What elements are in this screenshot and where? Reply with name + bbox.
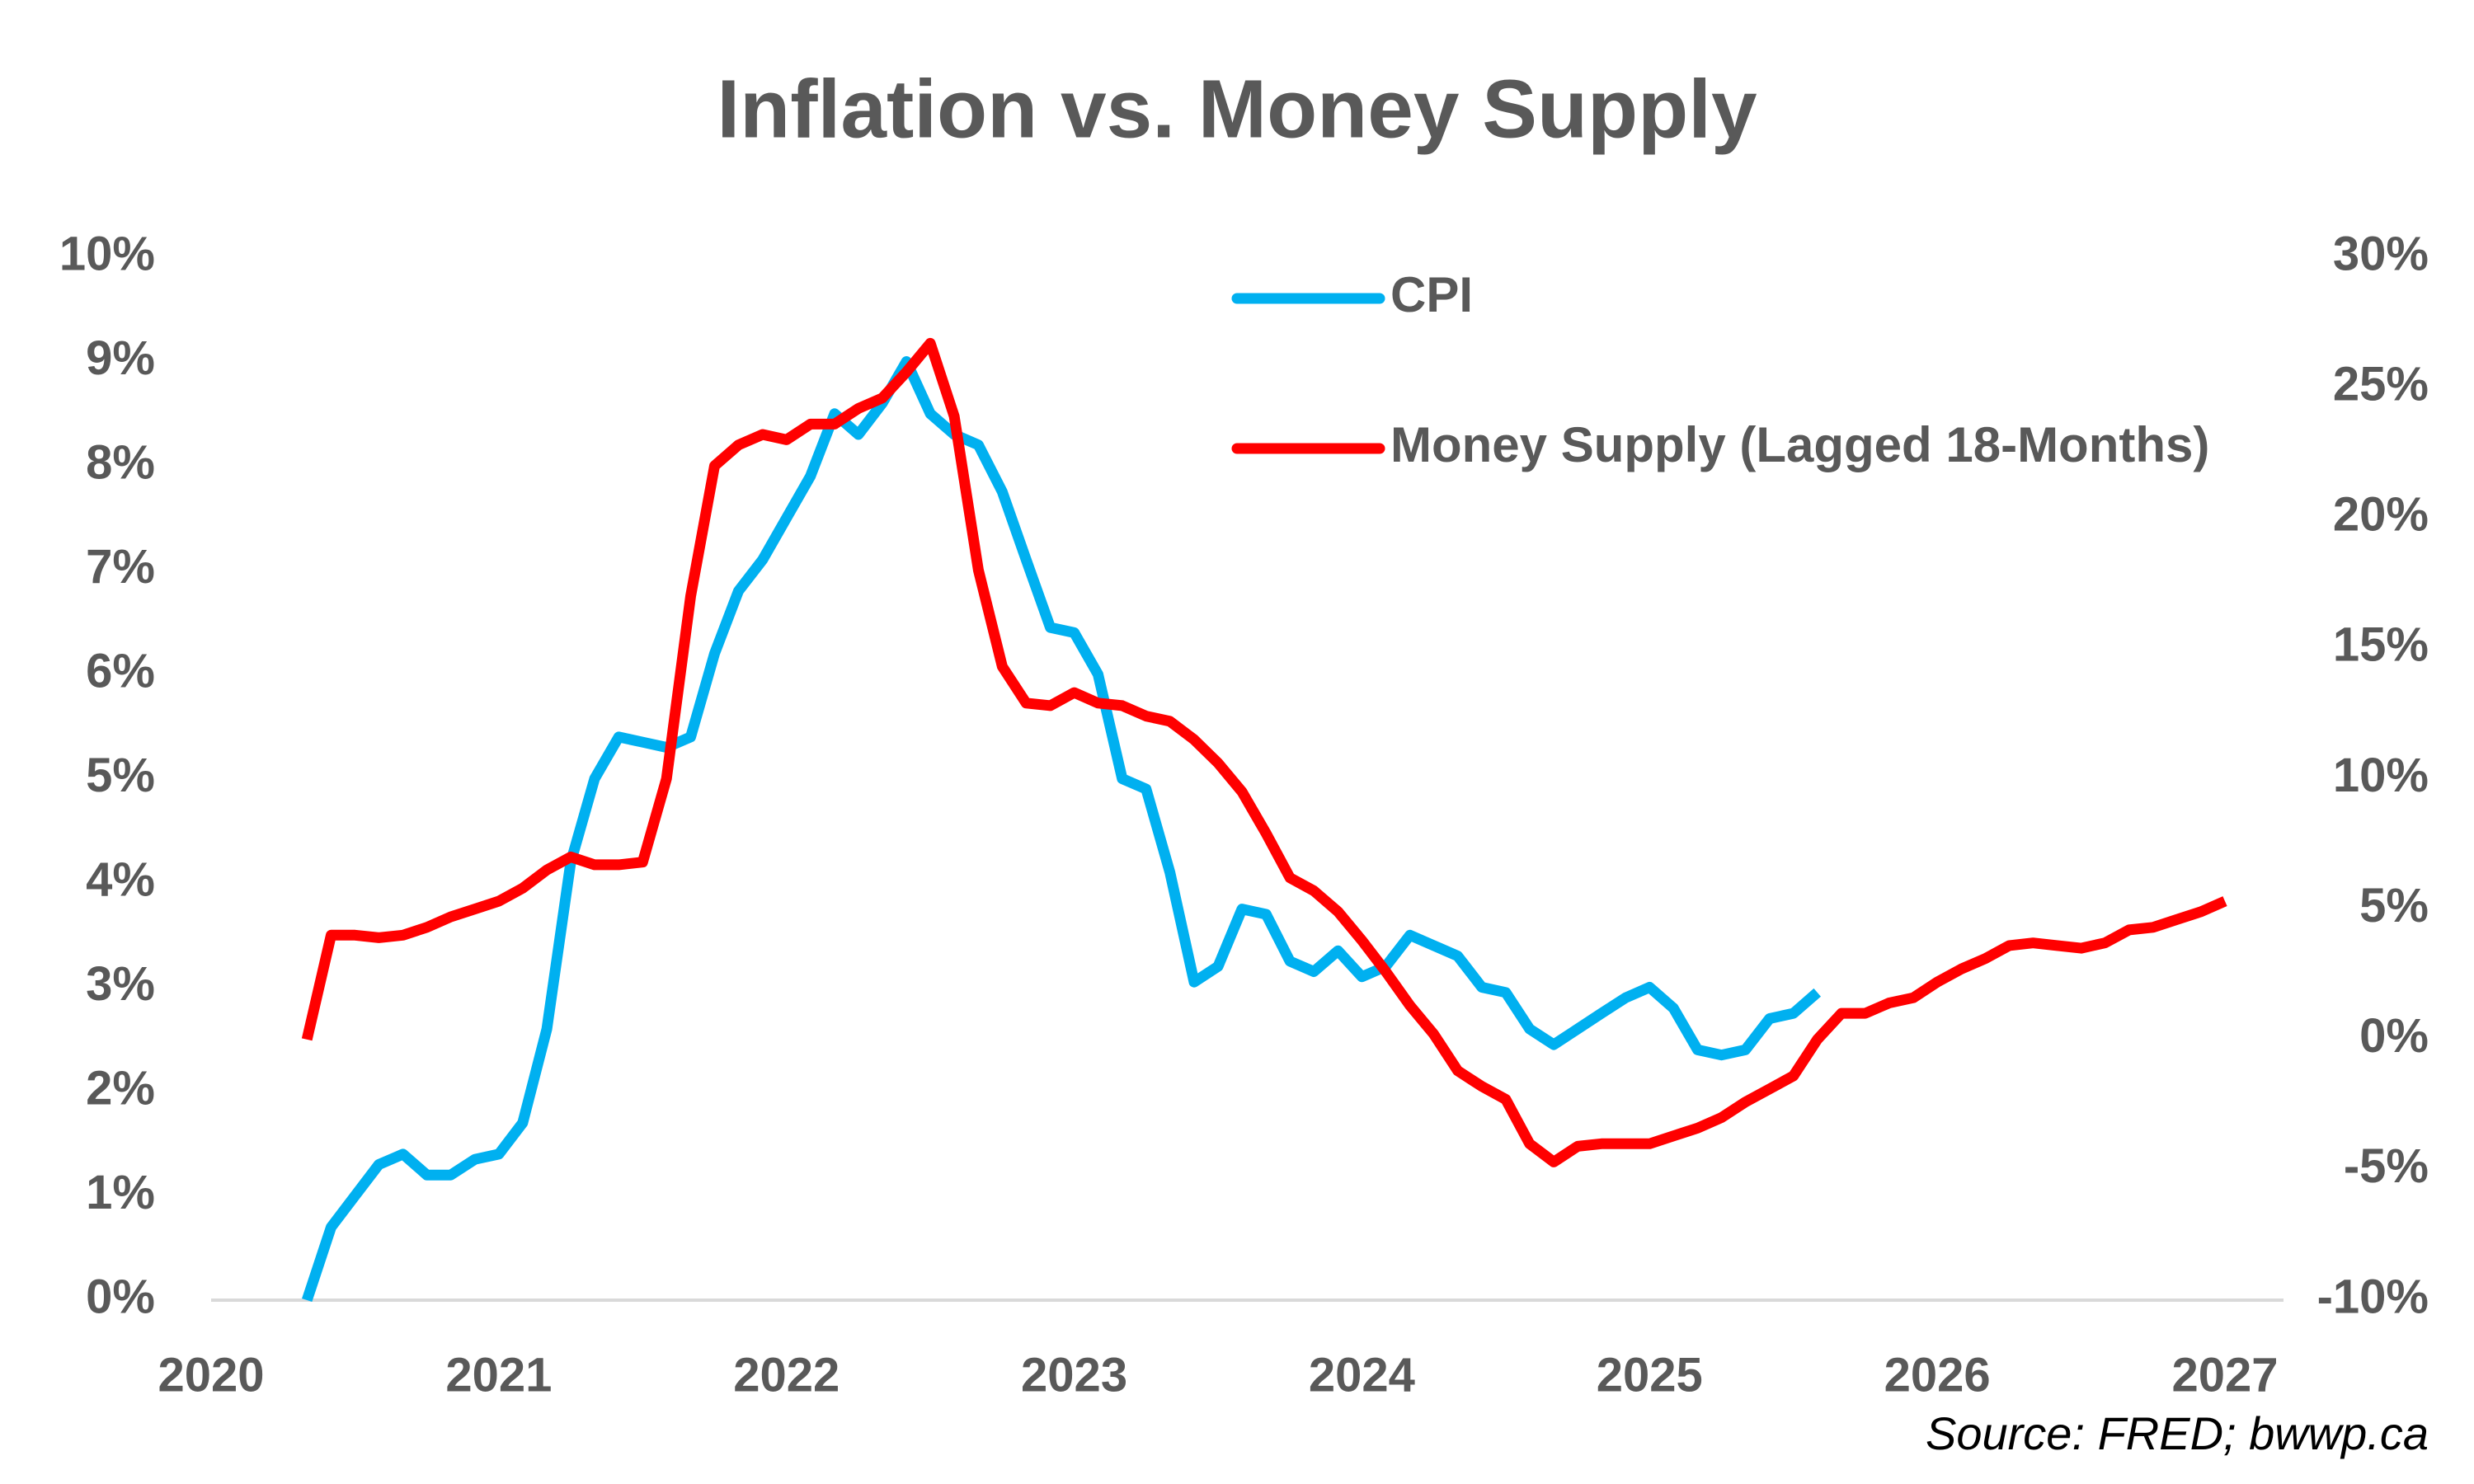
legend: CPI Money Supply (Lagged 18-Months) xyxy=(1231,267,2209,472)
source-note: Source: FRED; bwwp.ca xyxy=(1926,1407,2429,1459)
y-tick-label: 5% xyxy=(86,749,155,802)
legend-label: Money Supply (Lagged 18-Months) xyxy=(1390,417,2209,472)
x-tick-label: 2027 xyxy=(2171,1348,2278,1402)
y-tick-label: 6% xyxy=(86,644,155,697)
y2-tick-label: 20% xyxy=(2333,488,2429,542)
y-tick-label: 1% xyxy=(86,1166,155,1219)
data-line xyxy=(302,356,1821,1303)
x-tick-label: 2021 xyxy=(445,1348,552,1402)
y2-tick-label: 30% xyxy=(2333,227,2429,280)
y-tick-label: 3% xyxy=(86,957,155,1011)
chart-title: Inflation vs. Money Supply xyxy=(717,63,1757,155)
y-tick-label: 7% xyxy=(86,540,155,594)
y-tick-label: 10% xyxy=(59,227,155,280)
x-tick-label: 2025 xyxy=(1597,1348,1703,1402)
legend-label: CPI xyxy=(1390,267,1473,322)
y2-tick-label: -5% xyxy=(2344,1139,2429,1193)
x-tick-label: 2026 xyxy=(1884,1348,1991,1402)
y2-tick-label: 25% xyxy=(2333,357,2429,411)
y2-tick-label: -10% xyxy=(2317,1270,2429,1323)
y2-tick-label: 5% xyxy=(2359,879,2429,932)
y2-tick-label: 0% xyxy=(2359,1009,2429,1063)
x-tick-label: 2022 xyxy=(733,1348,840,1402)
y-tick-label: 8% xyxy=(86,435,155,489)
y-tick-label: 2% xyxy=(86,1061,155,1115)
y-tick-label: 9% xyxy=(86,331,155,385)
y-tick-label: 0% xyxy=(86,1270,155,1323)
y-tick-label: 4% xyxy=(86,852,155,906)
x-tick-label: 2020 xyxy=(158,1348,264,1402)
y2-tick-label: 10% xyxy=(2333,749,2429,802)
data-line xyxy=(301,337,2227,1167)
x-tick-label: 2024 xyxy=(1309,1348,1415,1402)
y2-tick-label: 15% xyxy=(2333,618,2429,672)
x-tick-label: 2023 xyxy=(1021,1348,1127,1402)
